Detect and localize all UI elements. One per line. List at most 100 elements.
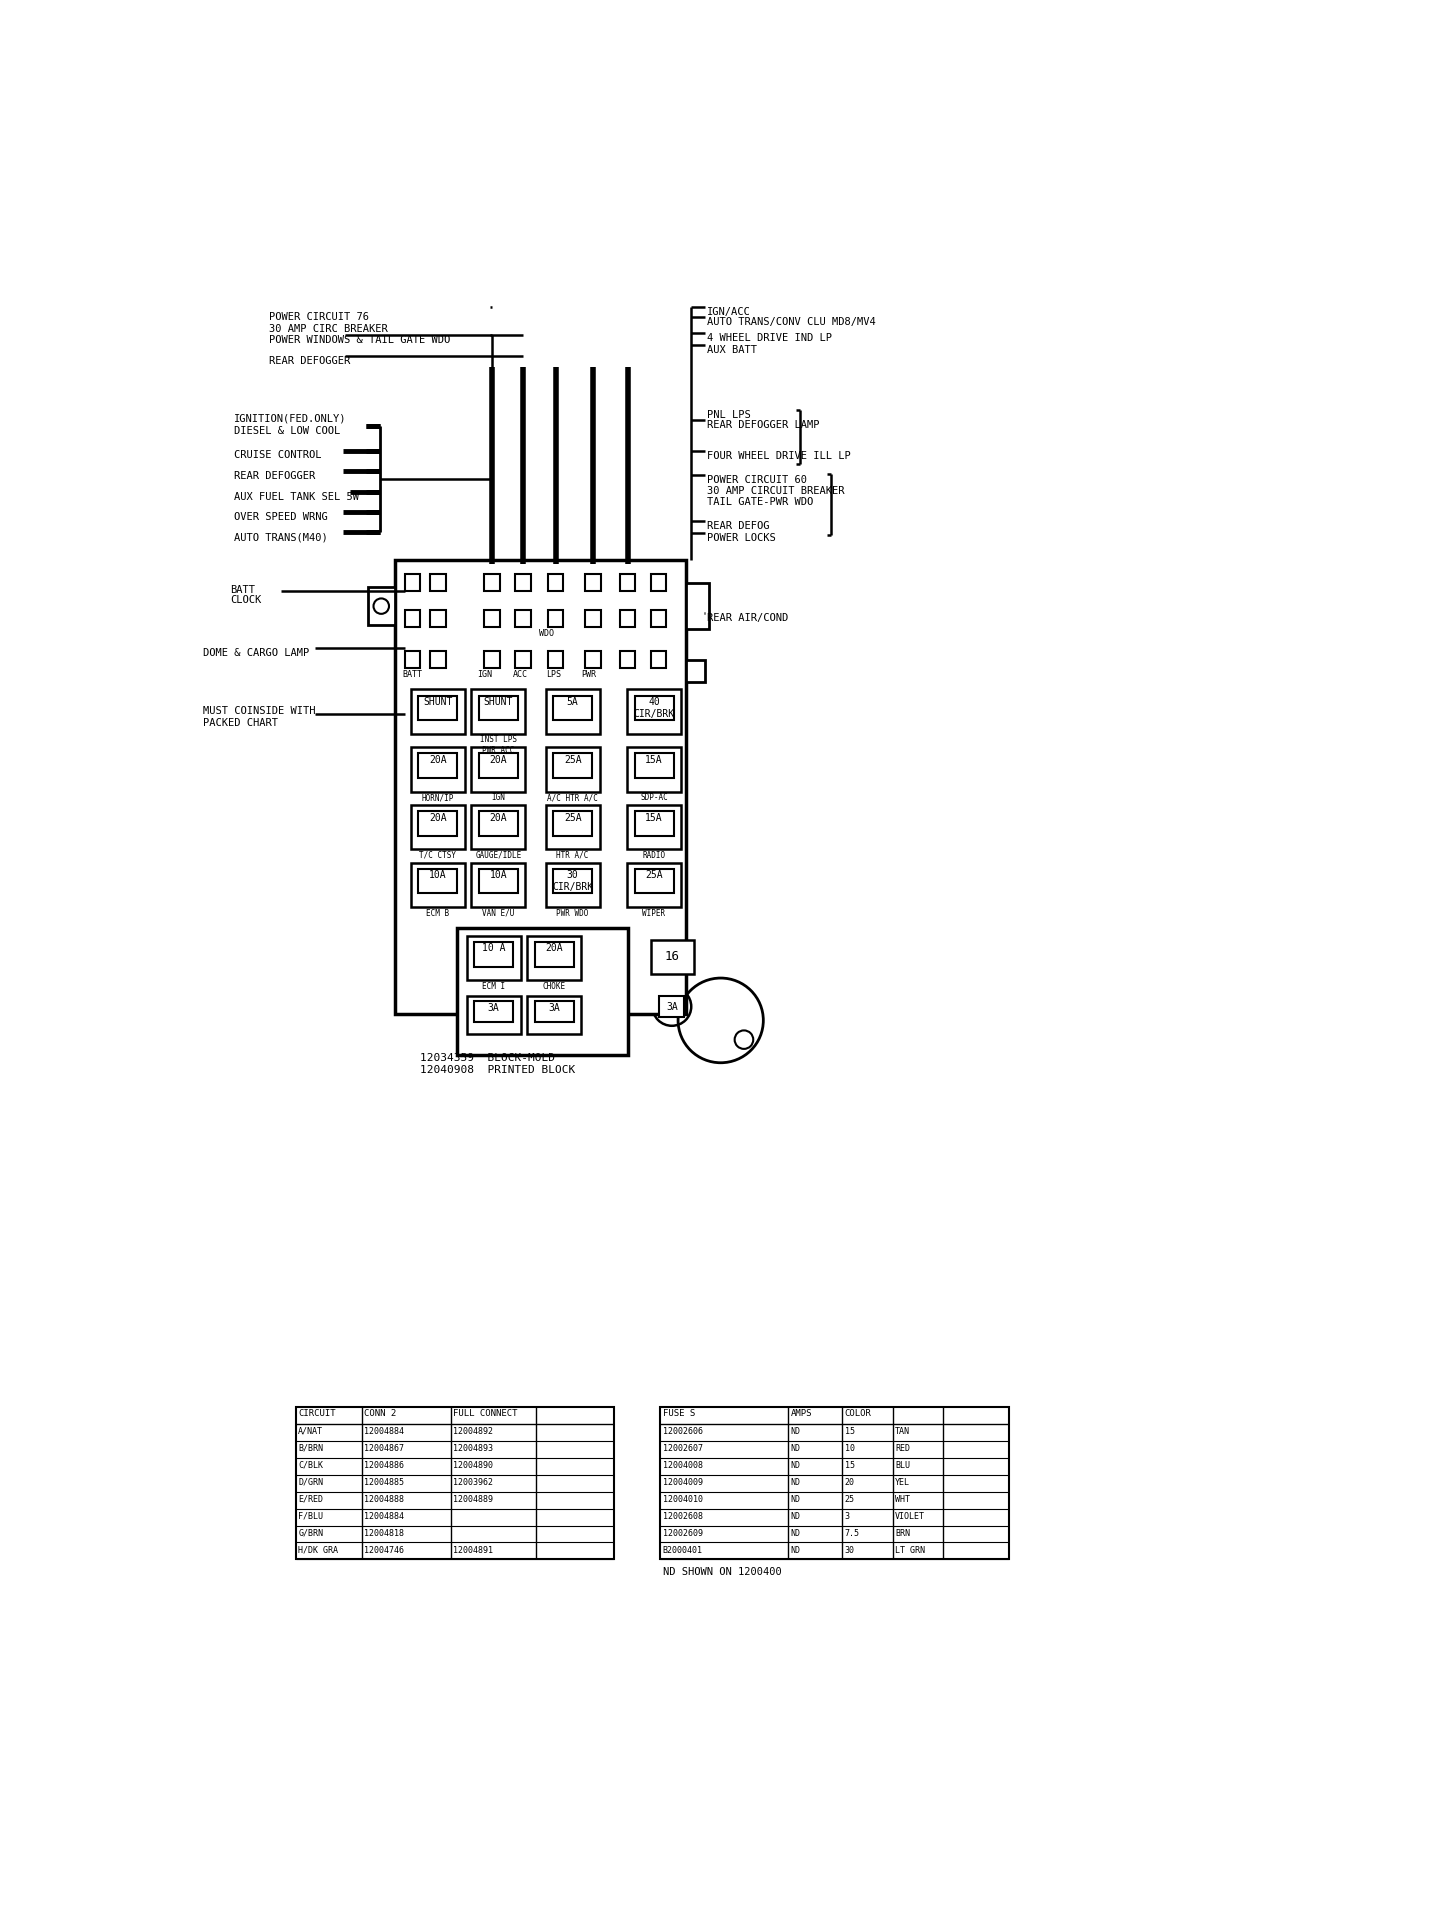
Bar — [634, 810, 673, 835]
Text: PNL LPS: PNL LPS — [706, 410, 751, 420]
Text: 12004888: 12004888 — [364, 1495, 404, 1505]
Text: REAR AIR/COND: REAR AIR/COND — [706, 612, 788, 624]
Text: VAN E/U: VAN E/U — [482, 910, 515, 917]
Bar — [686, 660, 705, 681]
Text: ND: ND — [791, 1478, 801, 1487]
Text: HTR A/C: HTR A/C — [557, 851, 590, 860]
Text: 12004890: 12004890 — [453, 1461, 493, 1470]
Text: 25A: 25A — [564, 755, 581, 765]
Text: AMPS: AMPS — [791, 1409, 812, 1419]
Text: GAUGE/IDLE: GAUGE/IDLE — [475, 851, 522, 860]
Bar — [620, 574, 636, 591]
Bar — [368, 587, 395, 625]
Text: 12004885: 12004885 — [364, 1478, 404, 1487]
Text: G/BRN: G/BRN — [298, 1529, 324, 1537]
Bar — [545, 805, 600, 849]
Bar — [479, 753, 518, 778]
Text: SDP-AC: SDP-AC — [640, 793, 667, 803]
Bar — [620, 610, 636, 627]
Text: 12004884: 12004884 — [364, 1426, 404, 1436]
Text: 30: 30 — [844, 1545, 854, 1554]
Text: IGN: IGN — [492, 793, 505, 803]
Bar — [535, 1001, 574, 1022]
Bar — [479, 870, 518, 892]
Bar — [404, 650, 420, 667]
Text: 4 WHEEL DRIVE IND LP: 4 WHEEL DRIVE IND LP — [706, 334, 831, 343]
Text: 15A: 15A — [646, 755, 663, 765]
Bar — [430, 650, 446, 667]
Text: PWR WDO: PWR WDO — [557, 910, 590, 917]
Text: WIPER: WIPER — [643, 910, 666, 917]
Bar — [686, 584, 709, 629]
Bar — [418, 696, 457, 721]
Bar — [395, 561, 686, 1015]
Text: 25A: 25A — [646, 870, 663, 881]
Text: 12002606: 12002606 — [663, 1426, 703, 1436]
Bar — [466, 936, 521, 980]
Text: BRN: BRN — [894, 1529, 910, 1537]
Bar — [651, 940, 693, 974]
Text: IGNITION(FED.ONLY): IGNITION(FED.ONLY) — [234, 414, 347, 423]
Text: 12004884: 12004884 — [364, 1512, 404, 1520]
Bar — [620, 650, 636, 667]
Text: 12004867: 12004867 — [364, 1444, 404, 1453]
Text: HORN/IP: HORN/IP — [421, 793, 454, 803]
Bar — [472, 805, 525, 849]
Text: DOME & CARGO LAMP: DOME & CARGO LAMP — [203, 648, 309, 658]
Text: 12004008: 12004008 — [663, 1461, 703, 1470]
Text: POWER CIRCUIT 60: POWER CIRCUIT 60 — [706, 475, 807, 484]
Text: 30
CIR/BRK: 30 CIR/BRK — [552, 870, 594, 892]
Text: ND: ND — [791, 1444, 801, 1453]
Bar — [651, 650, 666, 667]
Text: AUX BATT: AUX BATT — [706, 345, 756, 355]
Text: REAR DEFOG: REAR DEFOG — [706, 521, 769, 532]
Text: ND: ND — [791, 1495, 801, 1505]
Text: IGN: IGN — [477, 669, 492, 679]
Bar — [554, 696, 592, 721]
Text: 30 AMP CIRCUIT BREAKER: 30 AMP CIRCUIT BREAKER — [706, 486, 844, 496]
Text: OVER SPEED WRNG: OVER SPEED WRNG — [234, 513, 328, 523]
Bar — [545, 688, 600, 734]
Bar — [411, 862, 464, 908]
Text: INST LPS
PWR ACC: INST LPS PWR ACC — [480, 736, 516, 755]
Bar — [660, 995, 684, 1016]
Text: C/BLK: C/BLK — [298, 1461, 324, 1470]
Text: MUST COINSIDE WITH: MUST COINSIDE WITH — [203, 706, 315, 717]
Bar — [404, 610, 420, 627]
Bar — [411, 688, 464, 734]
Text: 15: 15 — [844, 1461, 854, 1470]
Text: A/C HTR A/C: A/C HTR A/C — [548, 793, 598, 803]
Text: CRUISE CONTROL: CRUISE CONTROL — [234, 450, 322, 460]
Bar — [627, 748, 682, 791]
Text: 16: 16 — [664, 950, 679, 963]
Bar — [472, 688, 525, 734]
Text: D/GRN: D/GRN — [298, 1478, 324, 1487]
Text: POWER LOCKS: POWER LOCKS — [706, 532, 775, 543]
Text: 10: 10 — [844, 1444, 854, 1453]
Text: 12040908  PRINTED BLOCK: 12040908 PRINTED BLOCK — [420, 1066, 575, 1076]
Text: H/DK GRA: H/DK GRA — [298, 1545, 338, 1554]
Text: ECM B: ECM B — [426, 910, 450, 917]
Text: SHUNT: SHUNT — [483, 698, 513, 707]
Text: E/RED: E/RED — [298, 1495, 324, 1505]
Bar — [411, 805, 464, 849]
Bar — [418, 810, 457, 835]
Text: 30 AMP CIRC BREAKER: 30 AMP CIRC BREAKER — [269, 324, 388, 334]
Text: RED: RED — [894, 1444, 910, 1453]
Text: ND: ND — [791, 1426, 801, 1436]
Text: 20A: 20A — [545, 944, 562, 954]
Text: YEL: YEL — [894, 1478, 910, 1487]
Text: ND: ND — [791, 1461, 801, 1470]
Text: COLOR: COLOR — [844, 1409, 871, 1419]
Text: TAIL GATE-PWR WDO: TAIL GATE-PWR WDO — [706, 498, 812, 507]
Text: FULL CONNECT: FULL CONNECT — [453, 1409, 518, 1419]
Text: ND SHOWN ON 1200400: ND SHOWN ON 1200400 — [663, 1568, 781, 1577]
Text: 3A: 3A — [548, 1003, 559, 1013]
Bar — [515, 574, 531, 591]
Bar — [475, 1001, 513, 1022]
Bar — [627, 688, 682, 734]
Bar — [404, 574, 420, 591]
Text: ACC: ACC — [513, 669, 528, 679]
Text: 12002607: 12002607 — [663, 1444, 703, 1453]
Text: 20A: 20A — [429, 812, 447, 822]
